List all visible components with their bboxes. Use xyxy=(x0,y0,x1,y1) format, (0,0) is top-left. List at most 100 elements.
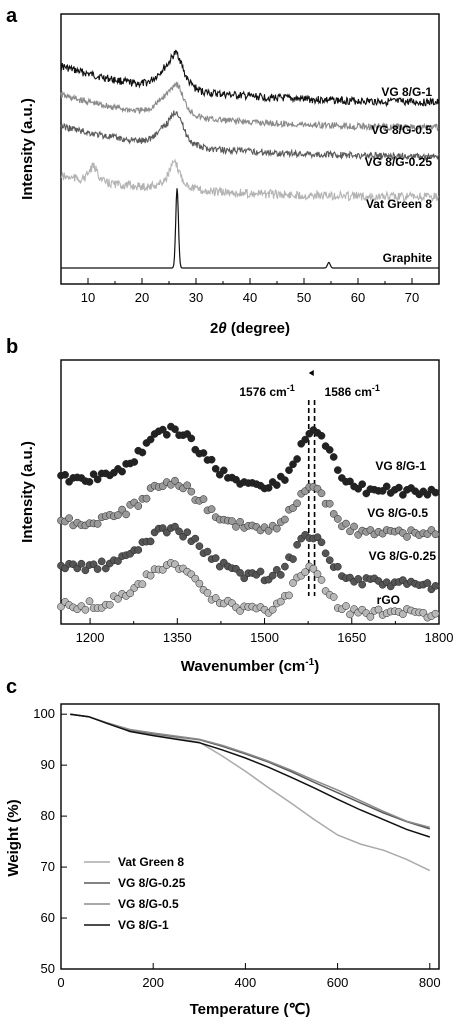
panel-b-point xyxy=(101,564,110,573)
panel-b-point xyxy=(158,425,167,434)
panel-b-point xyxy=(240,574,249,583)
panel-b-point xyxy=(346,610,354,619)
panel-b-point xyxy=(289,579,297,587)
panel-c-frame xyxy=(60,703,440,970)
panel-b-point xyxy=(431,582,440,590)
panel-b-point xyxy=(134,502,143,510)
panel-b-point xyxy=(354,575,363,583)
panel-b-point xyxy=(175,527,183,536)
panel-c-xtick-label: 600 xyxy=(327,975,349,990)
panel-b-point xyxy=(199,495,208,503)
panel-b-point xyxy=(333,515,342,523)
panel-a-xtick-label: 30 xyxy=(189,290,203,305)
panel-b-point xyxy=(325,499,334,508)
panel-b-point xyxy=(93,475,102,484)
panel-b-point xyxy=(146,571,155,580)
panel-b-point xyxy=(264,526,273,535)
panel-b-point xyxy=(138,448,147,457)
panel-b-point xyxy=(309,564,318,573)
panel-b-point xyxy=(171,476,179,485)
panel-b-point xyxy=(191,534,200,543)
panel-c-xtick-label: 400 xyxy=(235,975,257,990)
panel-c-legend-label: Vat Green 8 xyxy=(118,855,184,869)
panel-b-point xyxy=(232,522,240,531)
panel-b-point xyxy=(93,520,102,528)
panel-c-ytick-label: 70 xyxy=(41,859,55,874)
panel-c: c 0 200 400 600 800 50 60 70 80 90 100 Vat Green 8… xyxy=(5,676,441,1018)
panel-b-point xyxy=(346,477,354,486)
panel-c-legend-label: VG 8/G-1 xyxy=(118,918,169,932)
panel-b-point xyxy=(301,568,310,576)
panel-b-point xyxy=(219,466,228,475)
panel-b-point xyxy=(272,524,281,533)
panel-b-point xyxy=(105,600,114,609)
panel-b-letter: b xyxy=(6,336,18,358)
panel-b-point xyxy=(122,510,130,519)
panel-b-point xyxy=(81,566,90,575)
panel-b-shift-arrowhead xyxy=(308,370,314,376)
panel-b-point xyxy=(142,494,151,503)
panel-b-point xyxy=(399,491,407,499)
panel-b-point xyxy=(187,487,196,496)
panel-a-ylabel: Intensity (a.u.) xyxy=(19,98,36,200)
panel-b-point xyxy=(61,470,69,479)
panel-b-point xyxy=(211,464,220,473)
panel-c-ytick-label: 80 xyxy=(41,808,55,823)
panel-c-letter: c xyxy=(6,676,17,698)
panel-c-series-line xyxy=(70,713,431,872)
panel-b-xtick-label: 1350 xyxy=(163,630,192,645)
panel-b-point xyxy=(65,514,73,523)
panel-a-xtick-label: 50 xyxy=(297,290,311,305)
panel-b-point xyxy=(138,580,147,589)
panel-b-point xyxy=(301,435,310,444)
panel-b: b 1200 1350 1500 1650 1800 1576 cm-1 1586 cm-… xyxy=(6,336,453,675)
panel-b-series xyxy=(57,522,440,594)
panel-b-xtick-label: 1650 xyxy=(337,630,366,645)
panel-b-point xyxy=(199,449,208,457)
panel-c-xlabel: Temperature (℃) xyxy=(190,1001,311,1018)
panel-b-point xyxy=(268,605,277,614)
panel-b-point xyxy=(130,458,139,466)
panel-b-point xyxy=(268,571,277,580)
panel-b-point xyxy=(114,511,122,519)
panel-b-point xyxy=(313,533,322,542)
panel-b-point xyxy=(317,431,326,440)
panel-b-point xyxy=(236,568,244,577)
panel-c-series-line xyxy=(70,713,431,838)
panel-a-series-label: VG 8/G-0.5 xyxy=(371,123,432,137)
panel-b-point xyxy=(195,542,204,551)
panel-b-point xyxy=(395,483,403,492)
panel-b-point xyxy=(85,478,94,486)
panel-b-point xyxy=(333,466,342,474)
panel-b-point xyxy=(285,591,293,600)
panel-a-series-label: VG 8/G-1 xyxy=(381,85,432,99)
panel-b-point xyxy=(325,446,334,454)
panel-b-point xyxy=(97,557,106,566)
panel-a-series-label: VG 8/G-0.25 xyxy=(365,155,433,169)
panel-a-xtick-label: 10 xyxy=(81,290,95,305)
panel-b-point xyxy=(293,499,301,508)
panel-b-point xyxy=(195,579,204,588)
panel-a: a 10 20 30 40 50 60 70 VG 8/G-1 VG 8/G-0.5 VG 8/… xyxy=(6,5,440,337)
panel-b-point xyxy=(281,562,289,571)
panel-b-point xyxy=(276,597,285,606)
panel-a-xlabel: 2θ (degree) xyxy=(210,320,290,337)
panel-a-xtick-label: 70 xyxy=(405,290,419,305)
panel-b-point xyxy=(114,594,122,603)
panel-b-point xyxy=(93,565,102,573)
panel-b-point xyxy=(399,610,407,618)
panel-b-point xyxy=(358,480,367,489)
panel-b-point xyxy=(236,517,244,526)
panel-c-series-line xyxy=(70,713,430,829)
panel-a-xtick-label: 20 xyxy=(135,290,149,305)
panel-a-series-line xyxy=(60,110,440,161)
panel-b-point xyxy=(207,455,216,464)
panel-b-series xyxy=(57,422,440,499)
panel-b-xlabel: Wavenumber (cm-1) xyxy=(181,657,319,675)
panel-c-ytick-label: 60 xyxy=(41,910,55,925)
panel-b-point xyxy=(342,602,350,610)
panel-b-series xyxy=(57,476,440,541)
panel-b-series-label: VG 8/G-0.25 xyxy=(369,549,437,563)
panel-b-series-label: VG 8/G-1 xyxy=(375,459,426,473)
panel-b-point xyxy=(211,594,220,602)
